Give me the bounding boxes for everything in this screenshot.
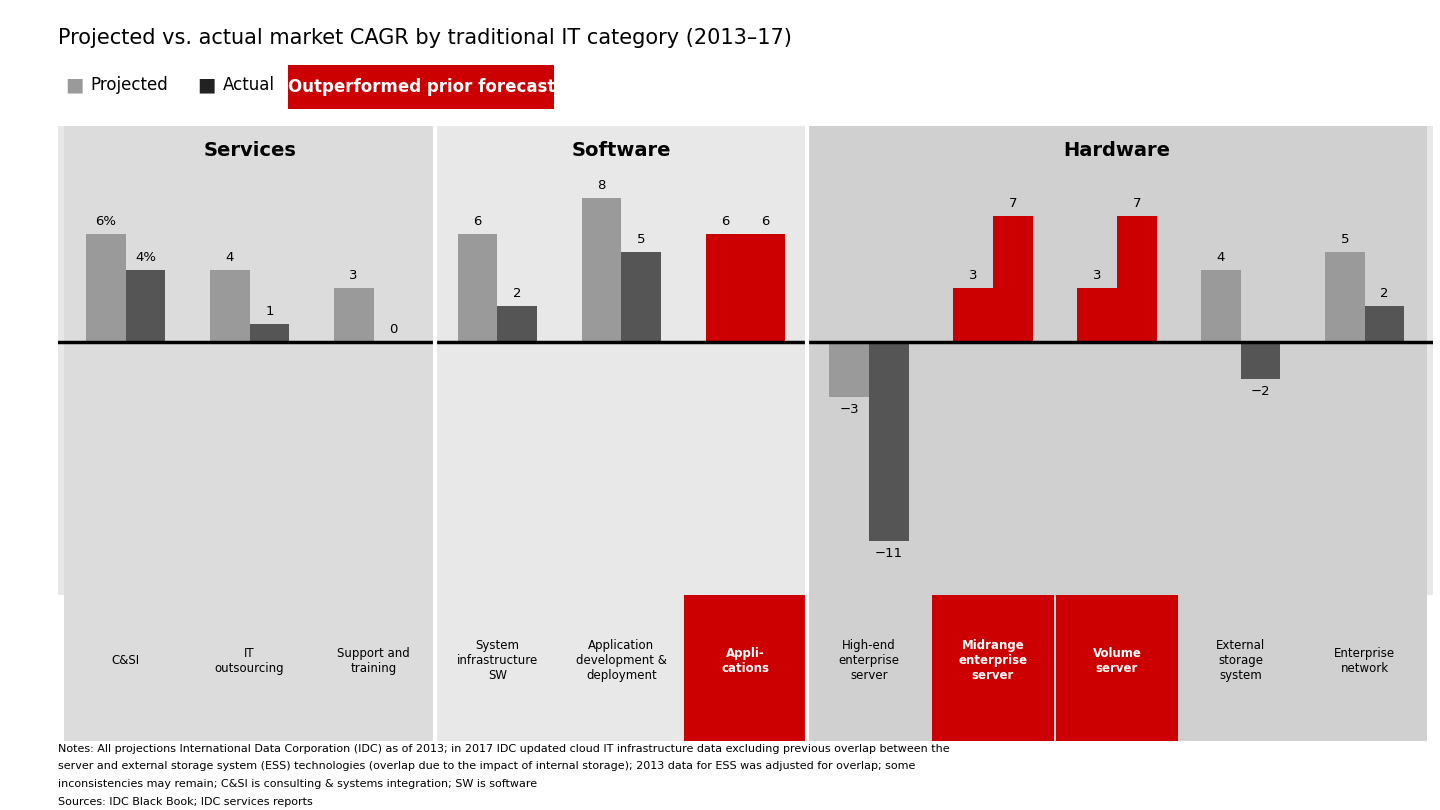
Bar [1325,252,1365,343]
Text: inconsistencies may remain; C&SI is consulting & systems integration; SW is soft: inconsistencies may remain; C&SI is cons… [58,779,537,789]
Bar [953,288,994,343]
Bar [63,595,435,741]
Text: 7: 7 [1008,197,1017,210]
Bar [1056,595,1178,741]
Text: Software: Software [572,141,671,160]
Bar [1077,288,1117,343]
Text: Notes: All projections International Data Corporation (IDC) as of 2013; in 2017 : Notes: All projections International Dat… [58,744,949,753]
Text: Hardware: Hardware [1063,141,1171,160]
Bar [1201,270,1241,343]
Bar [458,234,497,343]
Bar [706,234,746,343]
Text: 5: 5 [1341,232,1349,245]
Bar [684,595,806,741]
Text: High-end
enterprise
server: High-end enterprise server [838,639,900,683]
Bar [1117,216,1156,343]
Text: C&SI: C&SI [112,654,140,667]
Text: Projected: Projected [91,76,168,94]
Text: Actual: Actual [223,76,275,94]
Bar [932,595,1054,741]
Bar [497,306,537,343]
Text: Midrange
enterprise
server: Midrange enterprise server [959,639,1028,683]
Bar [808,595,1427,741]
Bar [63,126,435,595]
Text: Projected vs. actual market CAGR by traditional IT category (2013–17): Projected vs. actual market CAGR by trad… [58,28,792,49]
Bar [1241,343,1280,378]
Text: 4: 4 [226,251,233,264]
Text: ■: ■ [65,75,84,95]
Text: Sources: IDC Black Book; IDC services reports: Sources: IDC Black Book; IDC services re… [58,797,312,807]
Text: 3: 3 [1093,269,1102,282]
Bar [870,343,909,541]
Bar [808,126,1427,595]
Text: 8: 8 [598,178,606,191]
Text: 2: 2 [1380,287,1388,300]
Text: ■: ■ [197,75,216,95]
Text: Appli-
cations: Appli- cations [721,647,769,675]
Bar [249,324,289,343]
Bar [1365,306,1404,343]
Text: 6: 6 [474,215,482,228]
Text: server and external storage system (ESS) technologies (overlap due to the impact: server and external storage system (ESS)… [58,761,914,771]
Text: Enterprise
network: Enterprise network [1333,647,1395,675]
Text: Volume
server: Volume server [1093,647,1142,675]
Text: −11: −11 [876,548,903,561]
Text: 4%: 4% [135,251,156,264]
Text: 1: 1 [265,305,274,318]
Text: 0: 0 [389,323,397,336]
Bar [994,216,1032,343]
Bar [746,234,785,343]
Text: 6: 6 [760,215,769,228]
Text: 2: 2 [513,287,521,300]
Bar [435,126,808,595]
Text: External
storage
system: External storage system [1217,639,1266,683]
Text: Services: Services [203,141,297,160]
Bar [86,234,125,343]
Text: 6%: 6% [95,215,117,228]
Bar [125,270,166,343]
Bar [582,198,621,343]
Text: Application
development &
deployment: Application development & deployment [576,639,667,683]
Text: −3: −3 [840,403,860,416]
Bar [829,343,870,397]
Bar [334,288,373,343]
Text: 6: 6 [721,215,730,228]
Bar [435,595,808,741]
Text: Support and
training: Support and training [337,647,410,675]
Text: −2: −2 [1251,385,1270,398]
Text: Outperformed prior forecast: Outperformed prior forecast [288,78,554,96]
Text: 7: 7 [1132,197,1140,210]
Text: IT
outsourcing: IT outsourcing [215,647,285,675]
Text: 3: 3 [350,269,359,282]
Bar [621,252,661,343]
Bar [210,270,249,343]
Text: 5: 5 [636,232,645,245]
Text: 3: 3 [969,269,978,282]
Text: 4: 4 [1217,251,1225,264]
Text: System
infrastructure
SW: System infrastructure SW [456,639,539,683]
